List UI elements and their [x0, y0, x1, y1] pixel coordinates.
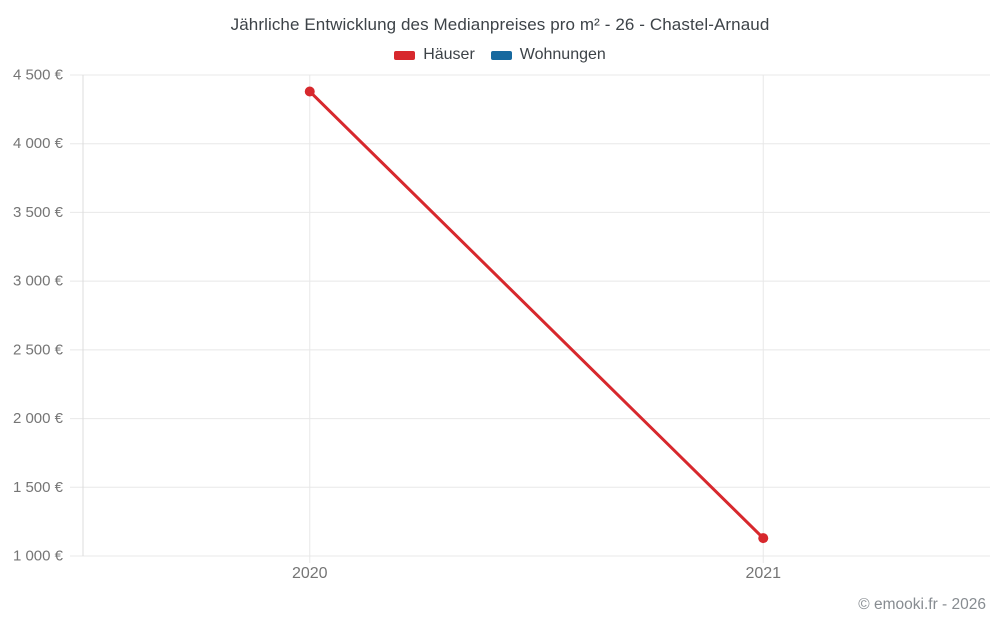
y-axis-tick-label: 2 000 €: [13, 410, 64, 427]
copyright-footer: © emooki.fr - 2026: [858, 596, 986, 613]
legend-label: Häuser: [423, 46, 475, 63]
data-point-häuser: [758, 533, 769, 544]
y-axis-tick-label: 4 000 €: [13, 135, 64, 152]
y-axis-tick-label: 2 500 €: [13, 341, 64, 358]
legend-item-wohnungen[interactable]: Wohnungen: [490, 46, 606, 64]
legend-label: Wohnungen: [519, 46, 606, 63]
y-axis-tick-label: 1 000 €: [13, 548, 64, 565]
y-axis-tick-label: 3 500 €: [13, 204, 64, 221]
chart-legend: Häuser Wohnungen: [0, 46, 1000, 64]
series-line-häuser: [308, 89, 765, 540]
data-point-häuser: [304, 86, 315, 97]
x-axis-tick-label: 2021: [745, 565, 781, 582]
legend-swatch: [490, 50, 512, 60]
chart-title: Jährliche Entwicklung des Medianpreises …: [230, 15, 770, 34]
y-axis-tick-label: 3 000 €: [13, 273, 64, 290]
legend-item-haeuser[interactable]: Häuser: [394, 46, 475, 64]
y-axis-tick-label: 4 500 €: [13, 67, 64, 84]
x-axis-tick-label: 2020: [292, 565, 328, 582]
y-axis-tick-label: 1 500 €: [13, 479, 64, 496]
legend-swatch: [394, 50, 416, 60]
